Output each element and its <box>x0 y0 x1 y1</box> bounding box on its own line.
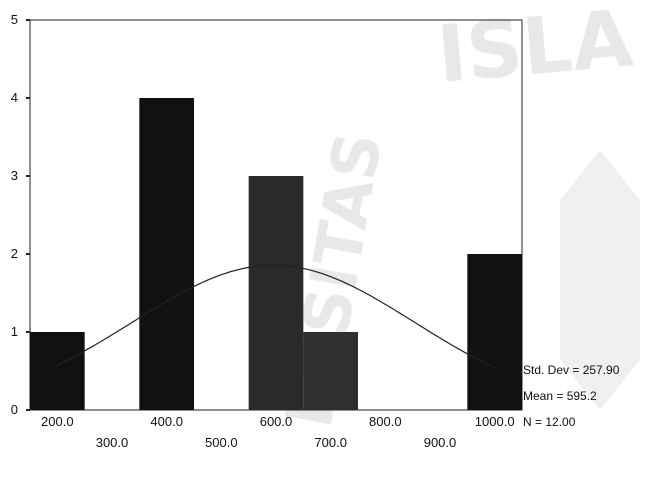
x-tick-label: 700.0 <box>314 435 347 450</box>
x-tick-label: 500.0 <box>205 435 238 450</box>
bar-700.0 <box>303 332 358 410</box>
bar-1000.0 <box>467 254 522 410</box>
y-tick-label: 1 <box>11 324 18 339</box>
watermark-text-islamic: ISLA <box>434 0 636 101</box>
x-tick-label: 1000.0 <box>475 414 515 429</box>
x-axis: 200.0 300.0 400.0 500.0 600.0 700.0 800.0 900.0… <box>41 414 514 450</box>
stat-std-dev: Std. Dev = 257.90 <box>523 363 620 377</box>
bar-200.0 <box>30 332 85 410</box>
y-tick-label: 2 <box>11 246 18 261</box>
stat-mean: Mean = 595.2 <box>523 389 597 403</box>
watermark-emblem-icon <box>560 150 640 410</box>
y-tick-label: 0 <box>11 402 18 417</box>
bar-400.0 <box>139 98 194 410</box>
y-tick-label: 5 <box>11 12 18 27</box>
y-tick-label: 4 <box>11 90 18 105</box>
x-tick-label: 900.0 <box>424 435 457 450</box>
normal-curve <box>57 264 495 369</box>
y-axis: 0 1 2 3 4 5 <box>11 12 30 417</box>
y-tick-label: 3 <box>11 168 18 183</box>
x-tick-label: 400.0 <box>150 414 183 429</box>
bars <box>30 98 522 410</box>
x-tick-label: 800.0 <box>369 414 402 429</box>
x-tick-label: 200.0 <box>41 414 74 429</box>
x-tick-label: 600.0 <box>260 414 293 429</box>
stat-n: N = 12.00 <box>523 415 576 429</box>
x-tick-label: 300.0 <box>96 435 129 450</box>
bar-600.0 <box>248 176 304 410</box>
